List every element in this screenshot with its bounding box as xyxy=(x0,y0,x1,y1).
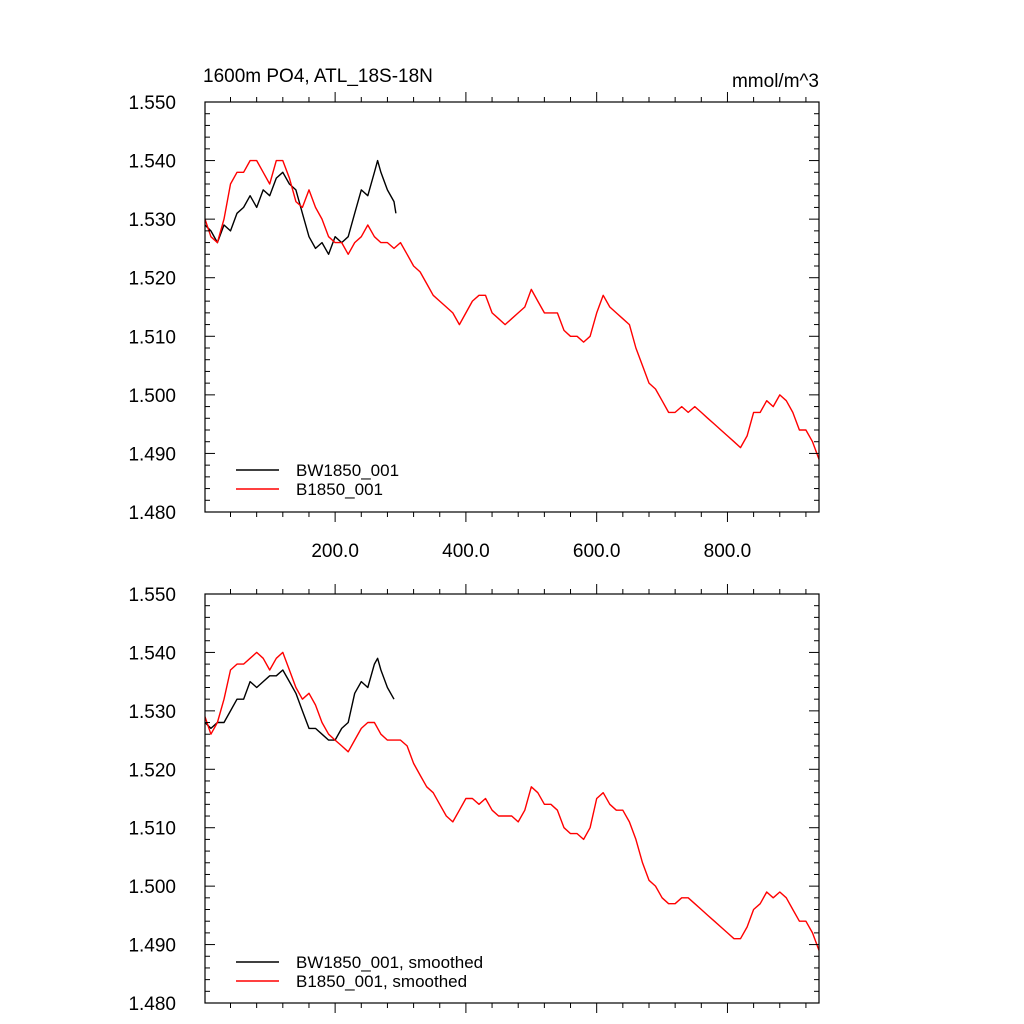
top-panel: 1.480 1.490 1.500 1.510 1.520 1.530 1.540 1.550… xyxy=(128,92,820,562)
y-tick-label: 1.490 xyxy=(128,444,176,465)
y-tick-label: 1.490 xyxy=(128,936,176,957)
x-tick-label: 800.0 xyxy=(704,541,752,562)
legend-label: BW1850_001, smoothed xyxy=(296,953,483,972)
bottom-panel: 1.480 1.490 1.500 1.510 1.520 1.530 1.540 1.550… xyxy=(128,584,820,1015)
y-tick-label: 1.540 xyxy=(128,643,176,664)
series-line-bottom-b1850 xyxy=(205,651,819,951)
chart-title: 1600m PO4, ATL_18S-18N xyxy=(203,66,433,87)
series-line-top-b1850 xyxy=(205,159,819,460)
legend-label: B1850_001, smoothed xyxy=(296,972,467,991)
y-tick-label: 1.550 xyxy=(128,585,176,606)
y-tick-label: 1.550 xyxy=(128,93,176,114)
y-tick-label: 1.510 xyxy=(128,819,176,840)
y-tick-label: 1.510 xyxy=(128,327,176,348)
x-tick-label: 600.0 xyxy=(573,541,621,562)
y-tick-label: 1.500 xyxy=(128,877,176,898)
series-line-top-bw1850 xyxy=(205,159,397,256)
y-tick-label: 1.530 xyxy=(128,210,176,231)
y-tick-label: 1.530 xyxy=(128,702,176,723)
units-label: mmol/m^3 xyxy=(732,71,819,92)
y-tick-label: 1.480 xyxy=(128,994,176,1015)
plot-frame-bottom xyxy=(204,593,820,1004)
y-tick-label: 1.500 xyxy=(128,386,176,407)
legend-label: B1850_001 xyxy=(296,480,383,499)
x-tick-label: 200.0 xyxy=(311,541,359,562)
plot-frame-top xyxy=(204,101,820,513)
y-tick-label: 1.520 xyxy=(128,269,176,290)
series-line-bottom-bw1850 xyxy=(205,657,395,741)
y-tick-label: 1.520 xyxy=(128,760,176,781)
y-tick-label: 1.480 xyxy=(128,503,176,524)
legend-label: BW1850_001 xyxy=(296,461,399,480)
y-tick-label: 1.540 xyxy=(128,152,176,173)
x-tick-label: 400.0 xyxy=(442,541,490,562)
